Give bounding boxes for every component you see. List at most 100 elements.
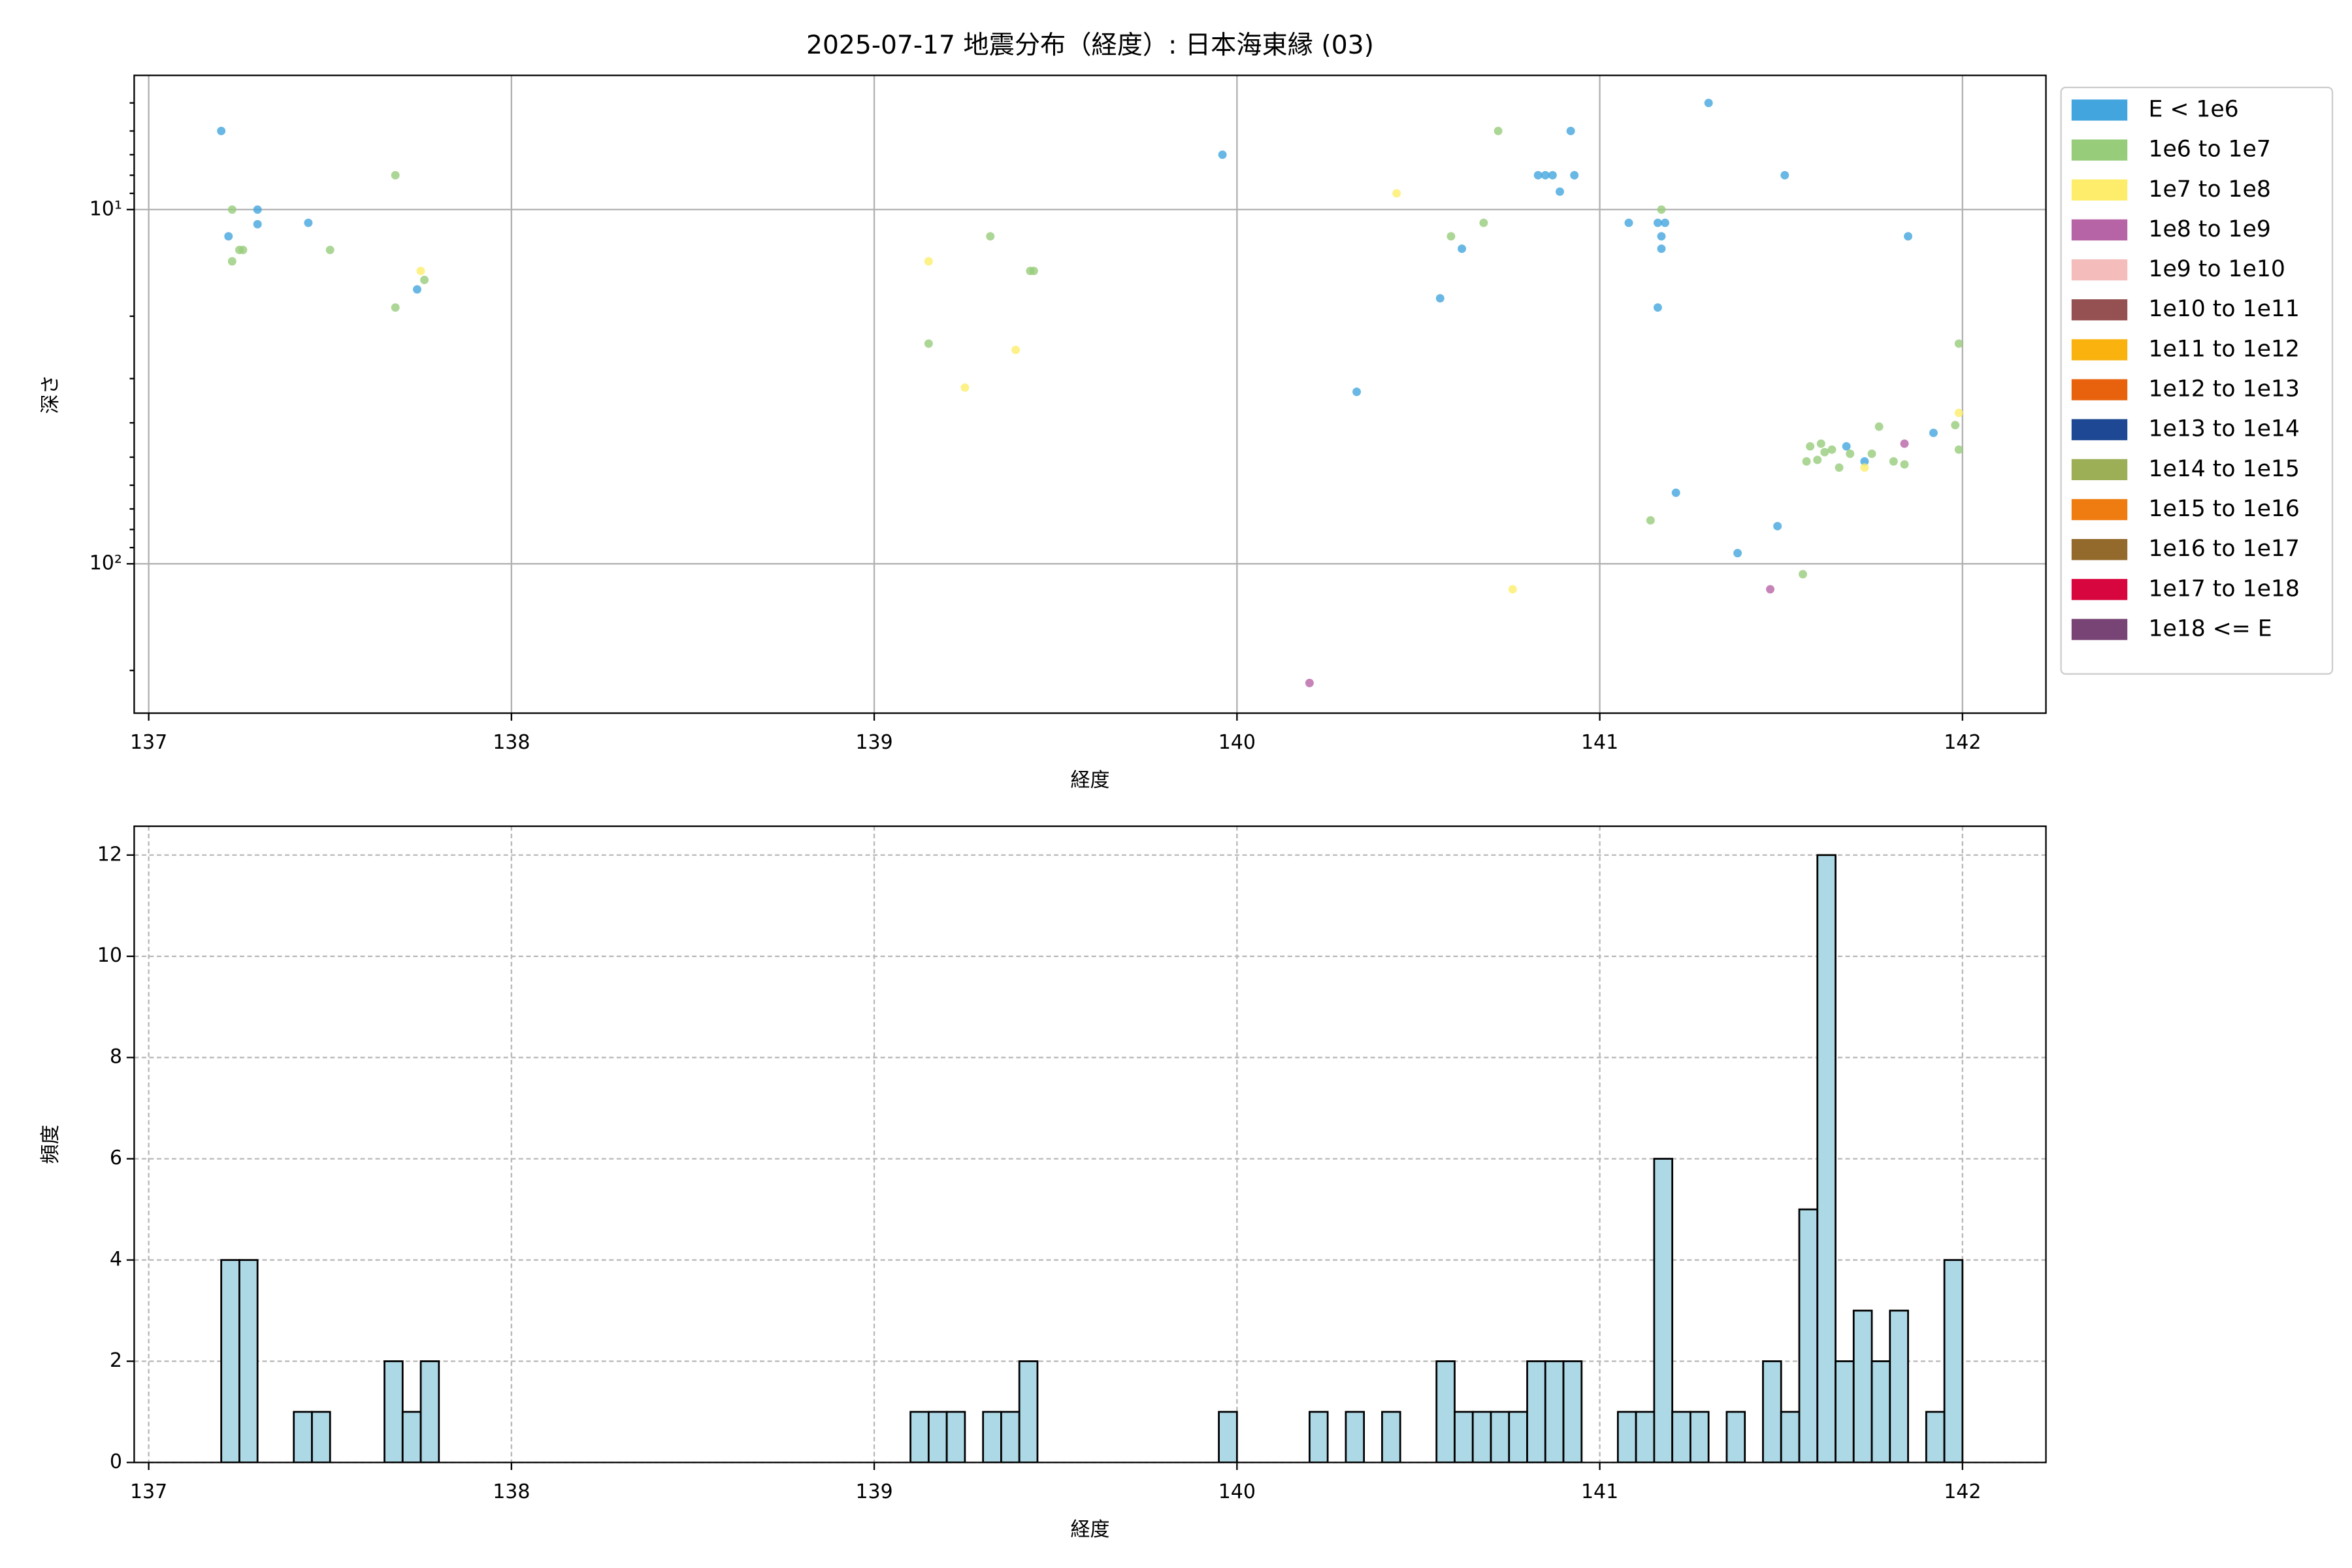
legend-swatch (2071, 419, 2128, 440)
x-tick-label: 141 (1581, 731, 1618, 754)
point (253, 220, 262, 229)
x-tick-label: 142 (1944, 1480, 1981, 1503)
point (1889, 457, 1898, 466)
point (391, 303, 400, 312)
plot-area (217, 99, 1963, 687)
point (1954, 339, 1963, 348)
bar (1653, 1158, 1674, 1463)
axes-frame (133, 825, 2047, 1463)
legend-label: 1e11 to 1e12 (2148, 336, 2299, 362)
legend-swatch (2071, 459, 2128, 480)
point (1657, 205, 1666, 214)
bar (1508, 1411, 1528, 1463)
point (217, 127, 226, 135)
bar (311, 1411, 331, 1463)
bar (401, 1411, 422, 1463)
bar (1490, 1411, 1511, 1463)
y-tick-label: 4 (110, 1248, 122, 1271)
point (1773, 521, 1782, 531)
bar (1690, 1411, 1710, 1463)
bar (384, 1360, 404, 1463)
x-tick-label: 139 (855, 1480, 892, 1503)
point (1860, 457, 1869, 466)
legend-swatch (2071, 259, 2128, 281)
chart-title: 2025-07-17 地震分布（経度）: 日本海東縁 (03) (806, 31, 1374, 60)
point (1900, 460, 1909, 469)
point (227, 257, 237, 266)
bar (238, 1259, 259, 1463)
plot-area (220, 854, 1964, 1463)
bar (1943, 1259, 1964, 1463)
legend-label: 1e9 to 1e10 (2148, 256, 2285, 282)
legend-label: 1e18 <= E (2148, 615, 2272, 642)
legend-label: 1e8 to 1e9 (2148, 216, 2270, 242)
point (238, 246, 248, 255)
legend-swatch (2071, 339, 2128, 361)
x-tick-label: 141 (1581, 1480, 1618, 1503)
bar (1381, 1411, 1401, 1463)
bar (1925, 1411, 1946, 1463)
point (1624, 218, 1633, 227)
point (416, 267, 425, 276)
point (325, 246, 335, 255)
legend-label: 1e12 to 1e13 (2148, 376, 2299, 402)
point (960, 383, 970, 392)
point (924, 257, 933, 266)
point (1218, 150, 1227, 159)
y-tick-label: 8 (110, 1045, 122, 1068)
axes-frame (133, 74, 2047, 714)
point (1704, 99, 1713, 108)
bar (1870, 1360, 1891, 1463)
point (1842, 442, 1851, 451)
point (1954, 408, 1963, 417)
point (1305, 678, 1314, 687)
point (1835, 463, 1844, 472)
bar (1616, 1411, 1637, 1463)
point (1392, 189, 1401, 198)
bar (1725, 1411, 1746, 1463)
point (1029, 267, 1038, 276)
point (1011, 346, 1021, 355)
point (253, 205, 262, 214)
legend-swatch (2071, 179, 2128, 201)
bar (1218, 1411, 1238, 1463)
point (224, 232, 233, 241)
point (1570, 171, 1579, 180)
point (1479, 218, 1488, 227)
point (1653, 218, 1662, 227)
y-tick-label: 0 (110, 1450, 122, 1473)
legend-label: 1e14 to 1e15 (2148, 456, 2299, 482)
point (1846, 449, 1855, 458)
x-axis-label: 経度 (1070, 1518, 1109, 1541)
point (391, 171, 400, 180)
point (1508, 585, 1517, 594)
point (227, 205, 237, 214)
x-tick-label: 142 (1944, 731, 1981, 754)
bar (1526, 1360, 1546, 1463)
x-axis-label: 経度 (1070, 769, 1109, 792)
point (1874, 422, 1884, 431)
bar (220, 1259, 240, 1463)
point (1780, 171, 1789, 180)
legend-swatch (2071, 579, 2128, 600)
legend-label: 1e13 to 1e14 (2148, 416, 2299, 442)
bar (1635, 1411, 1656, 1463)
point (1733, 549, 1742, 558)
point (1556, 187, 1564, 196)
point (1900, 439, 1909, 448)
point (1435, 294, 1445, 303)
point (1766, 585, 1775, 594)
point (1816, 439, 1825, 448)
legend-swatch (2071, 619, 2128, 640)
bar (1889, 1309, 1909, 1463)
bar (1852, 1309, 1873, 1463)
legend-swatch (2071, 379, 2128, 400)
y-tick-label: 12 (97, 843, 122, 866)
legend-swatch (2071, 539, 2128, 561)
legend-swatch (2071, 99, 2128, 121)
legend-swatch (2071, 498, 2128, 521)
point (924, 339, 933, 348)
point (1494, 127, 1503, 135)
bar (1562, 1360, 1583, 1463)
